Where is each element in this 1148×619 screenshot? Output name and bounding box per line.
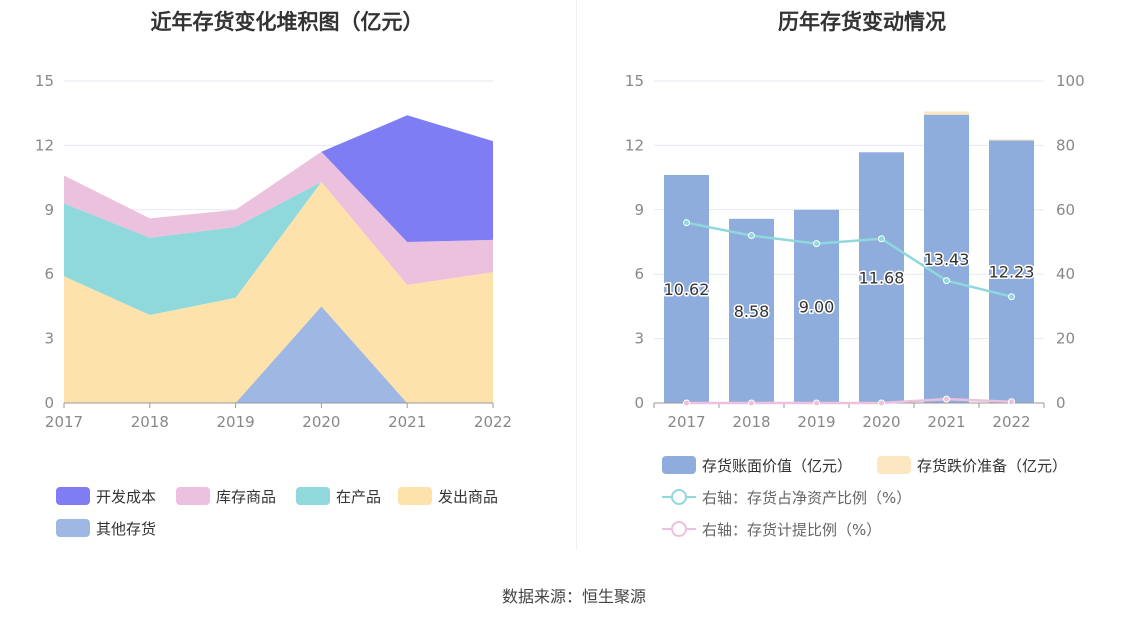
legend-swatch — [877, 456, 911, 474]
y-tick-label: 0 — [634, 394, 644, 412]
y-tick-label: 12 — [35, 136, 54, 154]
line-point — [878, 235, 885, 243]
y-tick-label: 3 — [634, 330, 644, 348]
y-tick-label: 0 — [44, 394, 54, 412]
inventory-bar-chart: 0 3 6 9 12 15 0 20 40 60 80 100 2017 2018 2019 2020 2021… — [625, 72, 1085, 539]
x-tick-label: 2018 — [732, 413, 770, 431]
area-other — [64, 306, 493, 403]
legend-label: 开发成本 — [96, 488, 156, 506]
area-shipped — [64, 181, 493, 403]
left-chart-title: 近年存货变化堆积图（亿元） — [150, 10, 424, 34]
y-tick-label: 12 — [625, 136, 644, 154]
x-tick-label: 2021 — [388, 413, 426, 431]
panel-divider — [576, 0, 577, 550]
legend-swatch — [56, 487, 90, 505]
y-tick-label: 6 — [634, 265, 644, 283]
bar-book-value — [989, 140, 1034, 404]
line-point — [943, 395, 950, 403]
x-tick-label: 2017 — [667, 413, 705, 431]
stacked-area-panel: 近年存货变化堆积图（亿元） 0 3 6 9 12 15 2017 2018 2019 2020 20… — [0, 0, 574, 560]
bar-value-label: 12.23 — [989, 263, 1035, 282]
x-tick-label: 2019 — [797, 413, 835, 431]
inventory-bar-panel: 历年存货变动情况 0 3 6 9 12 15 0 20 40 60 80 100 2017 2018 201… — [576, 0, 1148, 560]
x-tick-label: 2019 — [217, 413, 255, 431]
legend-swatch — [176, 487, 210, 505]
x-tick-label: 2020 — [862, 413, 900, 431]
bar-value-label: 13.43 — [924, 250, 970, 269]
line-point — [1008, 293, 1015, 301]
legend-label: 在产品 — [336, 488, 381, 506]
line-series — [686, 221, 1012, 298]
bar-reserve — [924, 111, 969, 115]
legend-label: 库存商品 — [216, 488, 276, 506]
legend-swatch — [56, 519, 90, 537]
line-point — [813, 240, 820, 248]
y2-tick-label: 40 — [1056, 265, 1075, 283]
x-tick-label: 2020 — [302, 413, 340, 431]
x-tick-label: 2022 — [474, 413, 512, 431]
bar-book-value — [859, 152, 904, 403]
data-source-footer: 数据来源：恒生聚源 — [501, 587, 646, 606]
line-point — [683, 399, 690, 407]
legend-line-marker — [671, 521, 687, 537]
bar-value-label: 9.00 — [799, 297, 835, 316]
y2-tick-label: 0 — [1056, 394, 1066, 412]
x-tick-label: 2021 — [927, 413, 965, 431]
line-point — [748, 399, 755, 407]
area-stock_goods — [64, 151, 493, 285]
line-point — [878, 399, 885, 407]
legend-label: 右轴：存货占净资产比例（%） — [702, 489, 911, 507]
legend-label: 存货跌价准备（亿元） — [917, 457, 1067, 475]
bar-book-value — [664, 175, 709, 403]
x-tick-label: 2017 — [45, 413, 83, 431]
line-point — [1008, 398, 1015, 406]
bar-value-label: 11.68 — [859, 269, 905, 288]
y-tick-label: 15 — [625, 72, 644, 90]
line-point — [683, 219, 690, 227]
line-point — [943, 277, 950, 285]
y-tick-label: 9 — [44, 201, 54, 219]
y2-tick-label: 60 — [1056, 201, 1075, 219]
y-tick-label: 6 — [44, 265, 54, 283]
x-tick-label: 2022 — [992, 413, 1030, 431]
x-tick-label: 2018 — [131, 413, 169, 431]
bar-value-label: 8.58 — [734, 302, 770, 321]
y2-tick-label: 20 — [1056, 330, 1075, 348]
legend-line-marker — [671, 489, 687, 505]
legend-label: 发出商品 — [438, 488, 498, 506]
bar-book-value — [729, 218, 774, 403]
area-wip — [64, 181, 493, 315]
line-point — [748, 232, 755, 240]
y-tick-label: 9 — [634, 201, 644, 219]
legend-label: 其他存货 — [96, 520, 156, 538]
y2-tick-label: 100 — [1056, 72, 1085, 90]
line-series — [686, 397, 1012, 405]
bar-value-label: 10.62 — [664, 280, 710, 299]
y-tick-label: 3 — [44, 330, 54, 348]
line-point — [813, 399, 820, 407]
stacked-area-chart: 0 3 6 9 12 15 2017 2018 2019 2020 2021 2022 开发成本 库存商品… — [35, 72, 512, 538]
legend-label: 存货账面价值（亿元） — [702, 457, 852, 475]
legend-label: 右轴：存货计提比例（%） — [702, 521, 881, 539]
bar-reserve — [989, 139, 1034, 141]
area-dev_cost — [64, 115, 493, 242]
right-chart-title: 历年存货变动情况 — [778, 10, 946, 34]
bar-book-value — [924, 114, 969, 403]
legend-swatch — [662, 456, 696, 474]
legend-swatch — [398, 487, 432, 505]
legend-swatch — [296, 487, 330, 505]
y2-tick-label: 80 — [1056, 136, 1075, 154]
y-tick-label: 15 — [35, 72, 54, 90]
